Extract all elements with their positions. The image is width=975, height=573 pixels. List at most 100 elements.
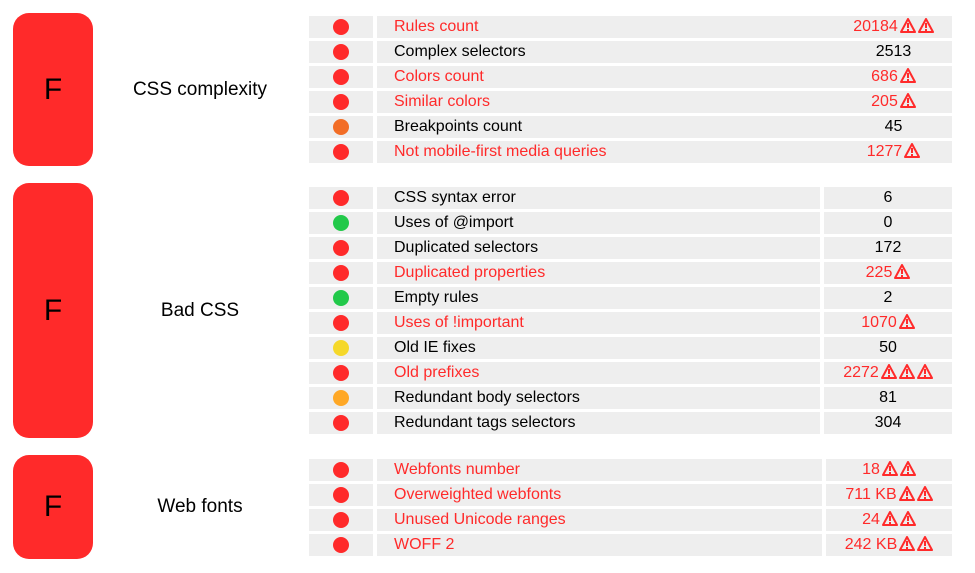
status-dot-icon [333, 340, 349, 356]
metric-label: WOFF 2 [377, 534, 822, 556]
metric-label: Unused Unicode ranges [377, 509, 822, 531]
metric-value-cell: 205 [835, 91, 952, 113]
metric-value-cell: 2272 [824, 362, 952, 384]
metric-value: 24 [862, 511, 880, 528]
warning-icon [916, 486, 933, 508]
warning-icon [881, 511, 898, 533]
metric-label: CSS syntax error [377, 187, 820, 209]
status-dot-icon [333, 415, 349, 431]
status-dot-icon [333, 215, 349, 231]
status-dot-icon [333, 19, 349, 35]
table-row: WOFF 2 242 KB [309, 534, 952, 559]
metric-label: Redundant tags selectors [377, 412, 820, 434]
warning-icon [899, 18, 916, 40]
metric-label: Uses of !important [377, 312, 820, 334]
table-row: Duplicated properties 225 [309, 262, 952, 287]
status-dot-icon [333, 240, 349, 256]
grade-badge: F [13, 455, 93, 559]
metric-value-cell: 242 KB [826, 534, 952, 556]
status-cell [309, 187, 373, 209]
metric-value-cell: 304 [824, 412, 952, 434]
status-cell [309, 91, 373, 113]
metric-value: 2 [883, 289, 893, 306]
table-row: Overweighted webfonts 711 KB [309, 484, 952, 509]
status-cell [309, 337, 373, 359]
metric-label: Duplicated properties [377, 262, 820, 284]
table-row: Old prefixes 2272 [309, 362, 952, 387]
category-title: Web fonts [157, 496, 243, 517]
metrics-table: Webfonts number 18 Overweighted webfonts 71… [309, 459, 952, 559]
status-cell [309, 312, 373, 334]
metric-label: Duplicated selectors [377, 237, 820, 259]
metric-value: 304 [874, 414, 902, 431]
warning-icon [894, 264, 911, 286]
metric-label: Colors count [377, 66, 839, 88]
metric-value: 1277 [866, 143, 903, 160]
status-dot-icon [333, 265, 349, 281]
metric-label: Redundant body selectors [377, 387, 820, 409]
status-dot-icon [333, 290, 349, 306]
metric-value-cell: 20184 [835, 16, 952, 38]
warning-icon [899, 511, 916, 533]
metric-value-cell: 172 [824, 237, 952, 259]
metric-value: 225 [865, 264, 893, 281]
metric-label: Overweighted webfonts [377, 484, 822, 506]
status-dot-icon [333, 365, 349, 381]
metric-value: 2513 [875, 43, 912, 60]
table-row: Unused Unicode ranges 24 [309, 509, 952, 534]
metric-label: Breakpoints count [377, 116, 839, 138]
status-cell [309, 66, 373, 88]
metric-value: 20184 [853, 18, 898, 35]
metric-value-cell: 225 [824, 262, 952, 284]
metric-label: Rules count [377, 16, 839, 38]
table-row: Complex selectors 2513 [309, 41, 952, 66]
metric-value: 1070 [861, 314, 897, 331]
metric-label: Old IE fixes [377, 337, 820, 359]
metric-label: Webfonts number [377, 459, 822, 481]
metric-value-cell: 50 [824, 337, 952, 359]
metric-value: 45 [884, 118, 903, 135]
metric-value-cell: 81 [824, 387, 952, 409]
metric-label: Complex selectors [377, 41, 839, 63]
warning-icon [898, 486, 915, 508]
metric-value-cell: 2 [824, 287, 952, 309]
status-cell [309, 116, 373, 138]
metrics-table: CSS syntax error 6 Uses of @import 0 Duplica… [309, 187, 952, 437]
table-row: Duplicated selectors 172 [309, 237, 952, 262]
table-row: Empty rules 2 [309, 287, 952, 312]
table-row: Breakpoints count 45 [309, 116, 952, 141]
status-dot-icon [333, 462, 349, 478]
status-cell [309, 41, 373, 63]
status-cell [309, 459, 373, 481]
table-row: Redundant tags selectors 304 [309, 412, 952, 437]
status-dot-icon [333, 487, 349, 503]
status-cell [309, 362, 373, 384]
status-cell [309, 262, 373, 284]
warning-icon [904, 143, 921, 165]
metric-label: Uses of @import [377, 212, 820, 234]
metric-value-cell: 45 [835, 116, 952, 138]
metric-value: 2272 [843, 364, 879, 381]
category-title: Bad CSS [160, 300, 240, 321]
metric-value: 242 KB [844, 536, 898, 553]
table-row: Similar colors 205 [309, 91, 952, 116]
metric-value: 0 [883, 214, 893, 231]
table-row: Webfonts number 18 [309, 459, 952, 484]
table-row: Not mobile-first media queries 1277 [309, 141, 952, 166]
metrics-table: Rules count 20184 Complex selectors 2513 Col… [309, 16, 952, 166]
metric-label: Old prefixes [377, 362, 820, 384]
status-cell [309, 484, 373, 506]
status-cell [309, 16, 373, 38]
metric-value-cell: 0 [824, 212, 952, 234]
metric-value: 81 [879, 389, 897, 406]
warning-icon [899, 68, 916, 90]
status-dot-icon [333, 190, 349, 206]
status-cell [309, 534, 373, 556]
status-cell [309, 412, 373, 434]
status-cell [309, 287, 373, 309]
metric-value-cell: 24 [826, 509, 952, 531]
warning-icon [899, 461, 916, 483]
category-title: CSS complexity [132, 79, 268, 100]
metric-value-cell: 18 [826, 459, 952, 481]
status-cell [309, 387, 373, 409]
